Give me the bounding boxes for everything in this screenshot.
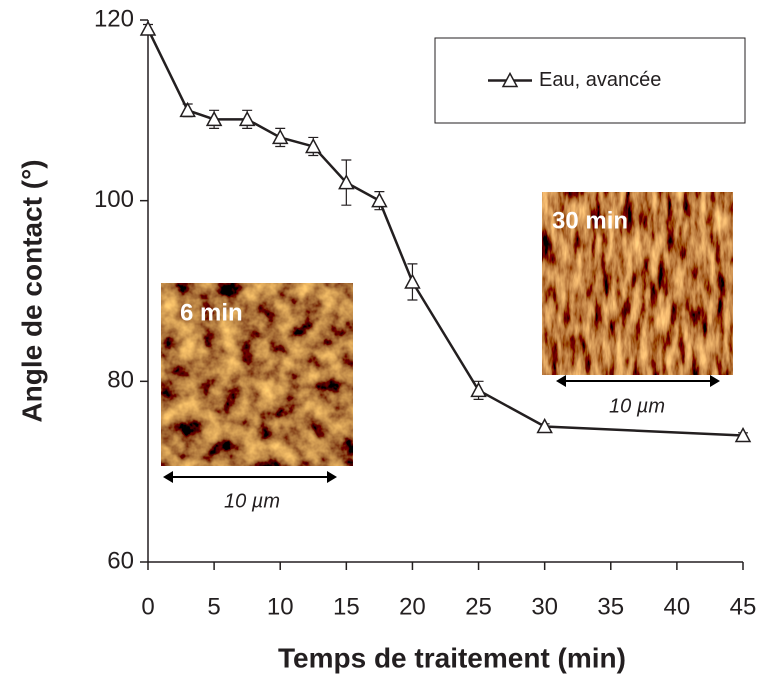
data-point (238, 110, 256, 127)
data-line (146, 28, 744, 437)
data-point (205, 110, 223, 127)
y-tick-label: 60 (107, 547, 134, 574)
data-point (536, 417, 553, 434)
scale-label: 10 µm (609, 395, 665, 417)
legend-marker (501, 71, 519, 88)
afm-image (542, 192, 733, 375)
data-point (179, 101, 196, 118)
data-point (271, 128, 289, 145)
y-tick-label: 120 (94, 5, 134, 32)
x-tick-label: 45 (730, 593, 757, 620)
data-point (338, 174, 355, 190)
data-point (139, 20, 157, 36)
scale-bars (163, 375, 720, 483)
x-tick-label: 25 (465, 593, 492, 620)
data-point (371, 192, 388, 208)
y-axis-title: Angle de contact (°) (16, 159, 47, 422)
x-tick-label: 20 (399, 593, 426, 620)
x-tick-label: 40 (664, 593, 691, 620)
legend-label: Eau, avancée (539, 69, 661, 91)
x-tick-label: 10 (267, 593, 294, 620)
data-point (305, 137, 322, 154)
scale-label: 10 µm (224, 490, 280, 512)
y-tick-label: 80 (107, 367, 134, 394)
data-point (404, 273, 421, 289)
inset-label: 30 min (552, 207, 628, 234)
y-tick-label: 100 (94, 186, 134, 213)
legend-box (434, 37, 746, 124)
x-axis-title: Temps de traitement (min) (278, 642, 626, 673)
x-tick-label: 5 (207, 593, 220, 620)
x-tick-label: 0 (141, 593, 154, 620)
data-point (734, 426, 752, 443)
inset-label: 6 min (180, 299, 243, 326)
data-point (470, 381, 487, 398)
afm-image (161, 283, 353, 466)
x-tick-label: 35 (597, 593, 624, 620)
x-tick-label: 15 (333, 593, 360, 620)
x-tick-label: 30 (531, 593, 558, 620)
